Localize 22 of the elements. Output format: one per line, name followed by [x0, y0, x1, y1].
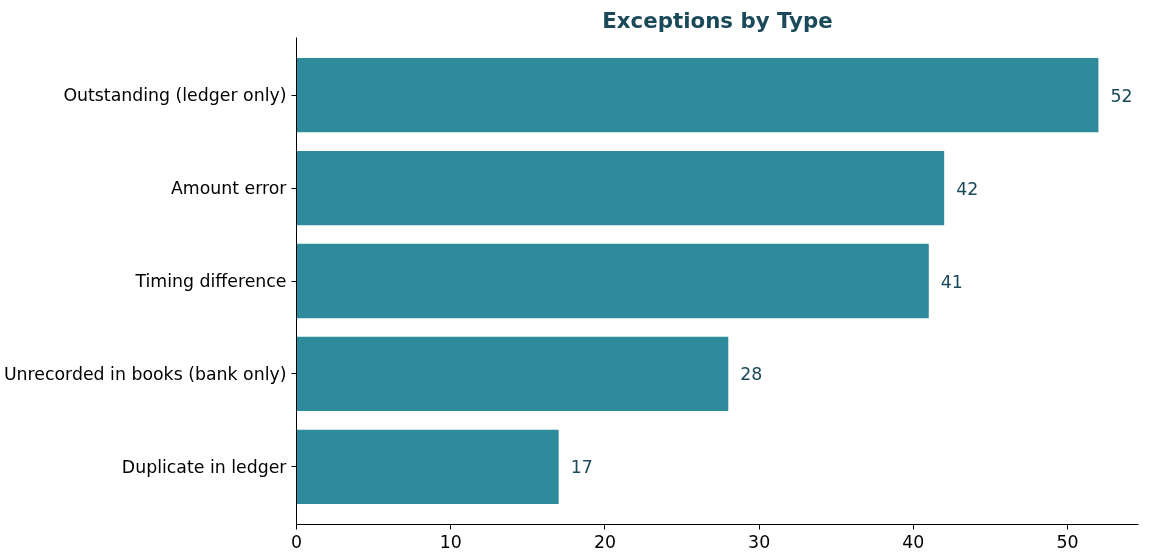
data-label: 41 — [940, 271, 963, 292]
data-label: 52 — [1110, 85, 1133, 106]
y-tick-label: Amount error — [170, 178, 288, 199]
x-tick-label: 10 — [439, 531, 462, 552]
bar — [296, 150, 945, 226]
x-tick-label: 0 — [290, 531, 303, 552]
x-tick-label: 20 — [593, 531, 616, 552]
x-tick-label: 40 — [902, 531, 925, 552]
chart-title: Exceptions by Type — [602, 7, 833, 33]
data-label: 42 — [956, 178, 979, 199]
x-tick-label: 50 — [1056, 531, 1079, 552]
data-label: 28 — [740, 364, 763, 385]
bar — [296, 429, 559, 505]
y-tick-label: Unrecorded in books (bank only) — [3, 363, 287, 384]
bar — [296, 243, 929, 319]
bar — [296, 336, 729, 412]
y-tick-label: Timing difference — [134, 271, 287, 291]
y-tick-label: Duplicate in ledger — [121, 456, 288, 477]
x-tick-label: 30 — [748, 531, 771, 552]
data-label: 17 — [570, 457, 593, 478]
y-tick-label: Outstanding (ledger only) — [63, 85, 287, 106]
bar — [296, 57, 1099, 133]
